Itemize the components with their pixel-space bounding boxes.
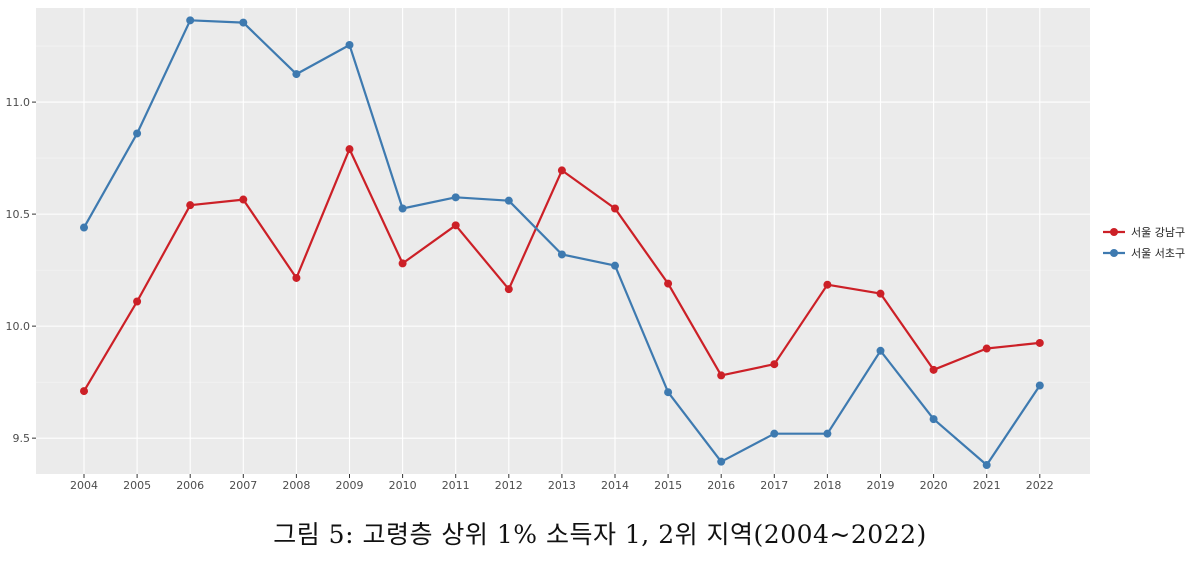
data-point <box>345 145 354 154</box>
data-point <box>133 297 142 306</box>
data-point <box>398 204 407 213</box>
data-point <box>717 371 726 380</box>
series-points <box>80 16 1044 470</box>
data-point <box>80 223 88 232</box>
data-point <box>717 457 726 466</box>
data-point <box>239 195 248 204</box>
data-point <box>823 280 832 289</box>
data-point <box>611 204 619 213</box>
x-tick-label: 2020 <box>920 479 948 492</box>
data-point <box>345 40 354 49</box>
y-tick-label: 10.0 <box>6 320 31 333</box>
x-tick-label: 2016 <box>707 479 735 492</box>
data-point <box>982 461 991 470</box>
data-point <box>80 387 88 396</box>
data-point <box>292 273 301 282</box>
x-tick-label: 2013 <box>548 479 576 492</box>
x-tick-label: 2006 <box>176 479 204 492</box>
data-point <box>239 18 248 27</box>
data-point <box>398 259 407 268</box>
x-tick-label: 2014 <box>601 479 629 492</box>
data-point <box>929 415 938 424</box>
data-point <box>770 429 779 438</box>
data-point <box>504 196 513 205</box>
legend-label: 서울 서초구 <box>1131 247 1185 260</box>
x-tick-label: 2011 <box>442 479 470 492</box>
x-tick-label: 2010 <box>389 479 417 492</box>
x-tick-label: 2019 <box>867 479 895 492</box>
y-axis: 9.5 10.0 10.5 11.0 <box>6 96 36 445</box>
x-tick-label: 2021 <box>973 479 1001 492</box>
data-point <box>557 250 566 259</box>
line-chart: 9.5 10.0 10.5 11.0 2004 2005 2006 2007 2008 2009… <box>6 8 1185 492</box>
data-point <box>557 166 566 175</box>
data-point <box>823 429 832 438</box>
data-point <box>186 201 195 210</box>
data-point <box>451 221 460 230</box>
minor-gridlines <box>36 45 1090 383</box>
x-tick-label: 2005 <box>123 479 151 492</box>
x-tick-label: 2022 <box>1026 479 1054 492</box>
data-point <box>292 70 301 79</box>
x-tick-label: 2007 <box>229 479 257 492</box>
data-point <box>982 344 991 353</box>
legend-label: 서울 강남구 <box>1131 226 1185 239</box>
data-point <box>876 289 885 298</box>
data-point <box>451 193 460 202</box>
x-tick-label: 2015 <box>654 479 682 492</box>
data-point <box>133 129 142 138</box>
major-gridlines <box>36 8 1090 474</box>
x-tick-label: 2018 <box>813 479 841 492</box>
data-point <box>876 346 885 355</box>
plot-panel <box>36 8 1090 474</box>
y-tick-label: 10.5 <box>6 208 31 221</box>
legend-key-point <box>1110 249 1118 257</box>
data-point <box>1035 381 1044 390</box>
data-point <box>664 279 673 288</box>
x-tick-label: 2012 <box>495 479 523 492</box>
x-tick-label: 2017 <box>760 479 788 492</box>
figure-caption: 그림 5: 고령층 상위 1% 소득자 1, 2위 지역(2004~2022) <box>273 520 927 549</box>
data-point <box>1035 338 1044 347</box>
y-tick-label: 9.5 <box>13 432 31 445</box>
legend-key-point <box>1110 228 1118 236</box>
x-axis: 2004 2005 2006 2007 2008 2009 2010 2011 2012 2013… <box>70 474 1054 492</box>
data-point <box>929 365 938 374</box>
x-tick-label: 2009 <box>336 479 364 492</box>
data-point <box>611 261 619 270</box>
x-tick-label: 2008 <box>282 479 310 492</box>
data-point <box>770 360 779 369</box>
y-tick-label: 11.0 <box>6 96 31 109</box>
data-point <box>186 16 195 25</box>
data-point <box>664 388 673 397</box>
data-point <box>504 285 513 294</box>
x-tick-label: 2004 <box>70 479 98 492</box>
